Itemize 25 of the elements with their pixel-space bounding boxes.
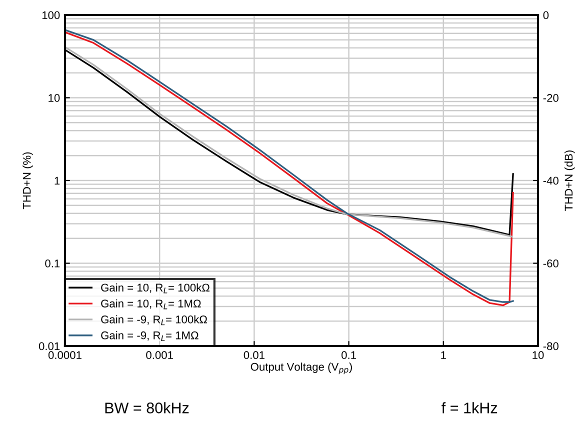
y2-axis-title: THD+N (dB) <box>564 150 575 211</box>
legend-label: Gain = -9, R$_{L}$= 1MΩ <box>101 331 198 342</box>
y-axis-title: THD+N (%) <box>22 152 33 210</box>
x-tick-label: 0.001 <box>146 351 173 360</box>
y2-tick-label: 0 <box>543 11 549 20</box>
text: f = 1kHz <box>442 402 498 414</box>
legend-label: Gain = -9, R$_{L}$= 100kΩ <box>101 315 208 326</box>
y2-tick-label: -40 <box>543 176 558 185</box>
x-tick-label: 10 <box>532 351 544 360</box>
x-tick-label: 0.01 <box>244 351 264 360</box>
legend-label: Gain = 10, R$_{L}$= 1MΩ <box>101 299 201 310</box>
x-axis-title: Output Voltage (V$_{pp}$) <box>250 362 352 374</box>
y-tick-label: 10 <box>48 94 60 102</box>
x-tick-label: 1 <box>441 351 446 359</box>
y-tick-label: 100 <box>42 11 60 20</box>
y2-tick-label: -60 <box>543 260 558 268</box>
y-tick-label: 0.1 <box>45 260 60 268</box>
y2-tick-label: -80 <box>543 342 558 350</box>
x-tick-label: 0.0001 <box>48 351 82 360</box>
y-tick-label: 0.01 <box>38 342 60 350</box>
y-tick-label: 1 <box>54 176 60 185</box>
legend-label: Gain = 10, R$_{L}$= 100kΩ <box>101 283 210 294</box>
text: BW = 80kHz <box>105 402 189 414</box>
x-tick-label: 0.1 <box>342 351 356 360</box>
y2-tick-label: -20 <box>543 94 558 102</box>
